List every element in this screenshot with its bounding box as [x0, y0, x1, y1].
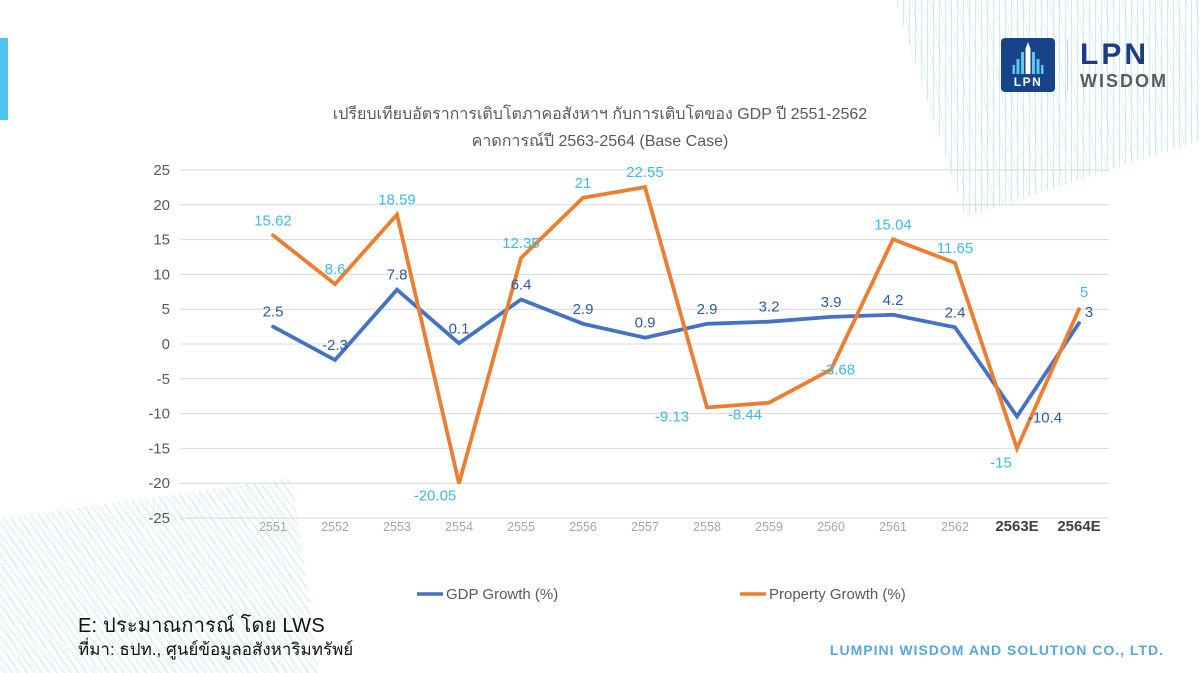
- svg-text:-5: -5: [157, 371, 170, 388]
- property-growth-line: [271, 184, 1081, 485]
- svg-text:2563E: 2563E: [995, 518, 1038, 535]
- left-accent-bar: [0, 38, 8, 120]
- chart-title: เปรียบเทียบอัตราการเติบโตภาคอสังหาฯ กับก…: [332, 106, 868, 123]
- gridlines: [180, 169, 1109, 519]
- svg-text:-10.4: -10.4: [1028, 409, 1062, 426]
- company-name: LUMPINI WISDOM AND SOLUTION CO., LTD.: [829, 642, 1164, 658]
- y-axis-labels: 25 20 15 10 5 0 -5 -10 -15 -20 -25: [148, 162, 170, 527]
- footnote-estimate: E: ประมาณการณ์ โดย LWS: [78, 615, 325, 637]
- svg-text:0.9: 0.9: [635, 315, 656, 332]
- svg-text:2558: 2558: [693, 520, 721, 534]
- svg-text:2561: 2561: [879, 520, 907, 534]
- gdp-data-labels: 2.5 -2.3 7.8 0.1 6.4 2.9 0.9 2.9 3.2 3.9 4.2 2.4 -10…: [263, 267, 1094, 427]
- svg-text:25: 25: [153, 162, 170, 179]
- legend: GDP Growth (%) Property Growth (%): [417, 586, 906, 603]
- svg-text:8.6: 8.6: [325, 261, 346, 278]
- svg-text:12.35: 12.35: [502, 235, 540, 252]
- svg-text:2562: 2562: [941, 520, 969, 534]
- svg-text:5: 5: [1080, 284, 1088, 301]
- chart-subtitle: คาดการณ์ปี 2563-2564 (Base Case): [471, 133, 729, 150]
- svg-text:15.62: 15.62: [254, 212, 292, 229]
- svg-text:2559: 2559: [755, 520, 783, 534]
- logo-brand-text: LPN: [1080, 38, 1149, 71]
- svg-text:18.59: 18.59: [378, 192, 416, 209]
- svg-text:2553: 2553: [383, 520, 411, 534]
- logo-wordmark: LPN WISDOM: [1080, 38, 1168, 91]
- svg-text:11.65: 11.65: [937, 240, 973, 257]
- svg-text:7.8: 7.8: [387, 267, 408, 284]
- svg-text:3.2: 3.2: [759, 299, 780, 316]
- svg-text:-9.13: -9.13: [655, 409, 689, 426]
- svg-text:22.55: 22.55: [626, 164, 664, 181]
- svg-text:10: 10: [153, 266, 170, 283]
- footnote-source: ที่มา: ธปท., ศูนย์ข้อมูลอสังหาริมทรัพย์: [78, 640, 354, 659]
- svg-text:2557: 2557: [631, 520, 659, 534]
- svg-text:2.9: 2.9: [573, 301, 594, 318]
- property-data-labels: 15.62 8.6 18.59 -20.05 12.35 21 22.55 -9.13 -8.4…: [254, 164, 1088, 504]
- svg-text:GDP Growth (%): GDP Growth (%): [446, 586, 558, 603]
- svg-text:3: 3: [1085, 304, 1093, 321]
- svg-text:-3.68: -3.68: [821, 362, 855, 379]
- svg-text:-20.05: -20.05: [414, 488, 457, 505]
- svg-text:2560: 2560: [817, 520, 845, 534]
- svg-text:3.9: 3.9: [821, 294, 842, 311]
- svg-text:4.2: 4.2: [883, 292, 904, 309]
- logo-divider: [1067, 39, 1068, 91]
- svg-text:2556: 2556: [569, 520, 597, 534]
- svg-text:Property Growth (%): Property Growth (%): [769, 586, 906, 603]
- svg-text:-15: -15: [148, 440, 170, 457]
- svg-text:-10: -10: [148, 406, 170, 423]
- svg-text:2564E: 2564E: [1057, 518, 1100, 535]
- gdp-growth-line: [271, 287, 1081, 420]
- svg-text:2555: 2555: [507, 520, 535, 534]
- svg-text:0.1: 0.1: [449, 320, 470, 337]
- building-icon: [1012, 42, 1044, 74]
- lpn-wisdom-logo: LPN LPN WISDOM: [1001, 38, 1168, 92]
- logo-box-label: LPN: [1013, 75, 1043, 89]
- svg-text:2551: 2551: [259, 520, 287, 534]
- svg-text:-15: -15: [990, 454, 1012, 471]
- svg-text:15.04: 15.04: [874, 216, 912, 233]
- svg-text:21: 21: [575, 175, 592, 192]
- svg-text:5: 5: [162, 301, 170, 318]
- svg-text:2554: 2554: [445, 520, 473, 534]
- svg-text:-8.44: -8.44: [728, 407, 762, 424]
- logo-sub-text: WISDOM: [1080, 71, 1168, 91]
- svg-text:-25: -25: [148, 510, 170, 527]
- svg-text:2.4: 2.4: [945, 304, 966, 321]
- svg-text:-2.3: -2.3: [322, 337, 348, 354]
- svg-text:-20: -20: [148, 475, 170, 492]
- svg-text:20: 20: [153, 197, 170, 214]
- svg-text:2.5: 2.5: [263, 304, 284, 321]
- x-axis-labels: 2551 2552 2553 2554 2555 2556 2557 2558 2559 2560…: [259, 518, 1101, 535]
- svg-text:15: 15: [153, 232, 170, 249]
- svg-text:2552: 2552: [321, 520, 349, 534]
- svg-text:6.4: 6.4: [511, 276, 532, 293]
- svg-text:0: 0: [162, 336, 170, 353]
- lpn-logo-mark: LPN: [1001, 38, 1055, 92]
- svg-text:2.9: 2.9: [697, 301, 718, 318]
